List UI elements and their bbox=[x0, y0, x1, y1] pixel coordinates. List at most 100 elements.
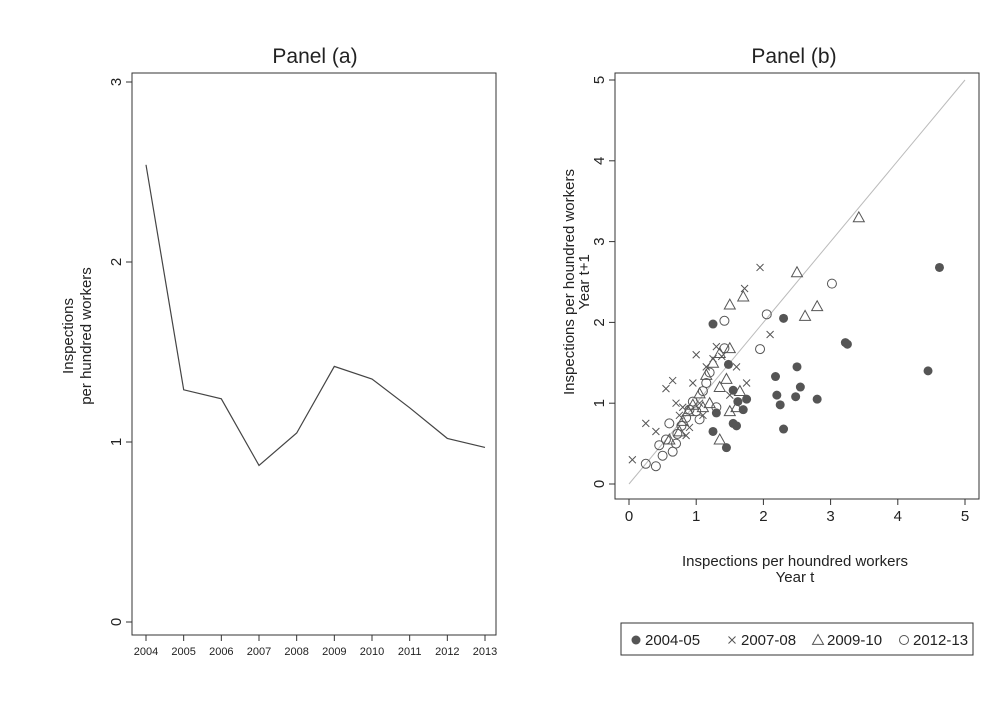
panel-a-ytick-label: 0 bbox=[108, 618, 125, 626]
panel-b-xtick-label: 5 bbox=[961, 508, 969, 525]
legend-marker-2004-05 bbox=[631, 635, 641, 645]
panel-b-point-2009-10 bbox=[810, 299, 824, 312]
panel-b-point-2009-10 bbox=[852, 210, 866, 223]
panel-b-point-2009-10 bbox=[723, 404, 737, 417]
panel-b-point-2012-13 bbox=[826, 278, 837, 289]
panel-b-ylabel-line-1: Inspections per houndred workers bbox=[561, 169, 578, 395]
legend-marker-2009-10 bbox=[811, 633, 825, 645]
legend-marker-2012-13 bbox=[899, 635, 909, 645]
panel-b-ytick-label: 1 bbox=[591, 399, 608, 407]
panel-b-point-2012-13 bbox=[719, 343, 730, 354]
panel-b-point-2004-05 bbox=[742, 394, 752, 404]
panel-b-xlabel-line-2: Year t bbox=[776, 569, 815, 586]
panel-b-point-2007-08 bbox=[725, 391, 734, 399]
panel-b-point-2012-13 bbox=[660, 434, 671, 445]
panel-b-point-2012-13 bbox=[640, 458, 651, 469]
panel-b-legend-box bbox=[620, 622, 974, 656]
panel-b-point-2004-05 bbox=[795, 382, 805, 392]
panel-a-xtick-label: 2012 bbox=[435, 646, 459, 658]
panel-b-point-2004-05 bbox=[728, 385, 738, 395]
panel-b-point-2004-05 bbox=[770, 372, 780, 382]
panel-a-xtick-label: 2005 bbox=[171, 646, 195, 658]
panel-b-point-2004-05 bbox=[923, 366, 933, 376]
panel-b-point-2004-05 bbox=[934, 262, 944, 272]
panel-a-xtick-label: 2010 bbox=[360, 646, 384, 658]
panel-a-y-axis-label: Inspections per hundred workers bbox=[60, 267, 95, 405]
panel-b-point-2009-10 bbox=[693, 386, 706, 399]
legend-label-2004-05: 2004-05 bbox=[645, 632, 700, 649]
legend-label-2007-08: 2007-08 bbox=[741, 632, 796, 649]
panel-b-x-axis-label: Inspections per houndred workers Year t bbox=[682, 553, 908, 586]
panel-b-point-2009-10 bbox=[798, 309, 812, 321]
panel-b-point-2007-08 bbox=[688, 379, 697, 387]
panel-a-x-axis: 2004 2005 2006 2007 2008 2009 2010 2011 2012 2013 bbox=[134, 635, 497, 658]
legend-marker-2007-08 bbox=[728, 636, 736, 644]
panel-b-ytick-label: 5 bbox=[591, 76, 608, 84]
panel-b-point-2009-10 bbox=[720, 372, 733, 384]
panel-b-point-2004-05 bbox=[723, 359, 733, 369]
panel-b-point-2004-05 bbox=[812, 394, 822, 404]
panel-a-xtick-label: 2007 bbox=[247, 646, 271, 658]
panel-b-point-2009-10 bbox=[703, 396, 716, 409]
panel-b-point-2012-13 bbox=[755, 344, 766, 355]
panel-b-point-2004-05 bbox=[842, 339, 852, 349]
panel-a-plot-frame bbox=[131, 72, 497, 636]
panel-a-ytick-label: 2 bbox=[108, 258, 125, 266]
panel-b-point-2012-13 bbox=[676, 420, 687, 431]
panel-a-series bbox=[145, 164, 486, 467]
panel-b-xtick-label: 0 bbox=[625, 508, 633, 525]
panel-b-point-2004-05 bbox=[792, 362, 802, 372]
panel-b-xtick-label: 3 bbox=[826, 508, 834, 525]
panel-b-point-2012-13 bbox=[664, 418, 675, 429]
panel-b-point-2004-05 bbox=[708, 319, 718, 329]
panel-b-point-2012-13 bbox=[711, 402, 722, 413]
legend-label-2012-13: 2012-13 bbox=[913, 632, 968, 649]
panel-a-xtick-label: 2004 bbox=[134, 646, 158, 658]
panel-b-point-2007-08 bbox=[641, 419, 650, 428]
panel-b-point-2007-08 bbox=[668, 376, 677, 385]
panel-a-ytick-label: 1 bbox=[108, 438, 125, 446]
panel-b-ytick-label: 0 bbox=[591, 480, 608, 488]
panel-a-xtick-label: 2013 bbox=[473, 646, 497, 658]
panel-b-point-2007-08 bbox=[740, 284, 749, 293]
panel-b-xlabel-line-1: Inspections per houndred workers bbox=[682, 553, 908, 570]
panel-b-point-2012-13 bbox=[691, 406, 702, 417]
panel-b-point-2007-08 bbox=[672, 399, 680, 408]
panel-b-reference-line bbox=[628, 79, 966, 485]
panel-b-point-2004-05 bbox=[732, 421, 742, 431]
panel-b-point-2009-10 bbox=[713, 380, 727, 392]
panel-a-xtick-label: 2008 bbox=[284, 646, 308, 658]
panel-b-point-2012-13 bbox=[761, 309, 772, 320]
panel-b-point-2009-10 bbox=[723, 341, 737, 354]
panel-b-point-2009-10 bbox=[662, 433, 676, 445]
panel-b-point-2009-10 bbox=[723, 298, 737, 310]
panel-b-point-2009-10 bbox=[673, 424, 686, 437]
panel-b-point-2009-10 bbox=[790, 265, 804, 278]
panel-b-point-2009-10 bbox=[733, 384, 747, 396]
panel-b-legend: 2004-05 2007-08 2009-10 2012-13 bbox=[620, 622, 974, 656]
panel-b-point-2012-13 bbox=[719, 315, 730, 326]
panel-b-x-axis: 0 1 2 3 4 5 bbox=[625, 499, 969, 525]
panel-a-xtick-label: 2011 bbox=[398, 646, 422, 658]
panel-a-xtick-label: 2006 bbox=[209, 646, 233, 658]
panel-b-point-2009-10 bbox=[713, 433, 727, 445]
panel-b-plot-frame bbox=[614, 72, 980, 500]
panel-b-ytick-label: 2 bbox=[591, 318, 608, 326]
panel-b-point-2007-08 bbox=[652, 427, 660, 436]
panel-b-point-2004-05 bbox=[779, 424, 789, 434]
panel-b-point-2012-13 bbox=[672, 428, 683, 439]
panel-b-point-2007-08 bbox=[732, 362, 741, 371]
panel-b-point-2009-10 bbox=[699, 368, 713, 380]
panel-b-xtick-label: 1 bbox=[692, 508, 700, 525]
panel-b-point-2007-08 bbox=[756, 263, 764, 272]
panel-b-point-2009-10 bbox=[736, 290, 750, 302]
panel-b-point-2009-10 bbox=[676, 414, 690, 426]
panel-b-point-2012-13 bbox=[701, 378, 712, 388]
panel-a-title: Panel (a) bbox=[272, 45, 357, 68]
panel-b-point-2007-08 bbox=[742, 379, 751, 387]
panel-a-xtick-label: 2009 bbox=[322, 646, 346, 658]
panel-a-series-line bbox=[145, 164, 486, 467]
panel-b-point-2012-13 bbox=[657, 450, 668, 461]
